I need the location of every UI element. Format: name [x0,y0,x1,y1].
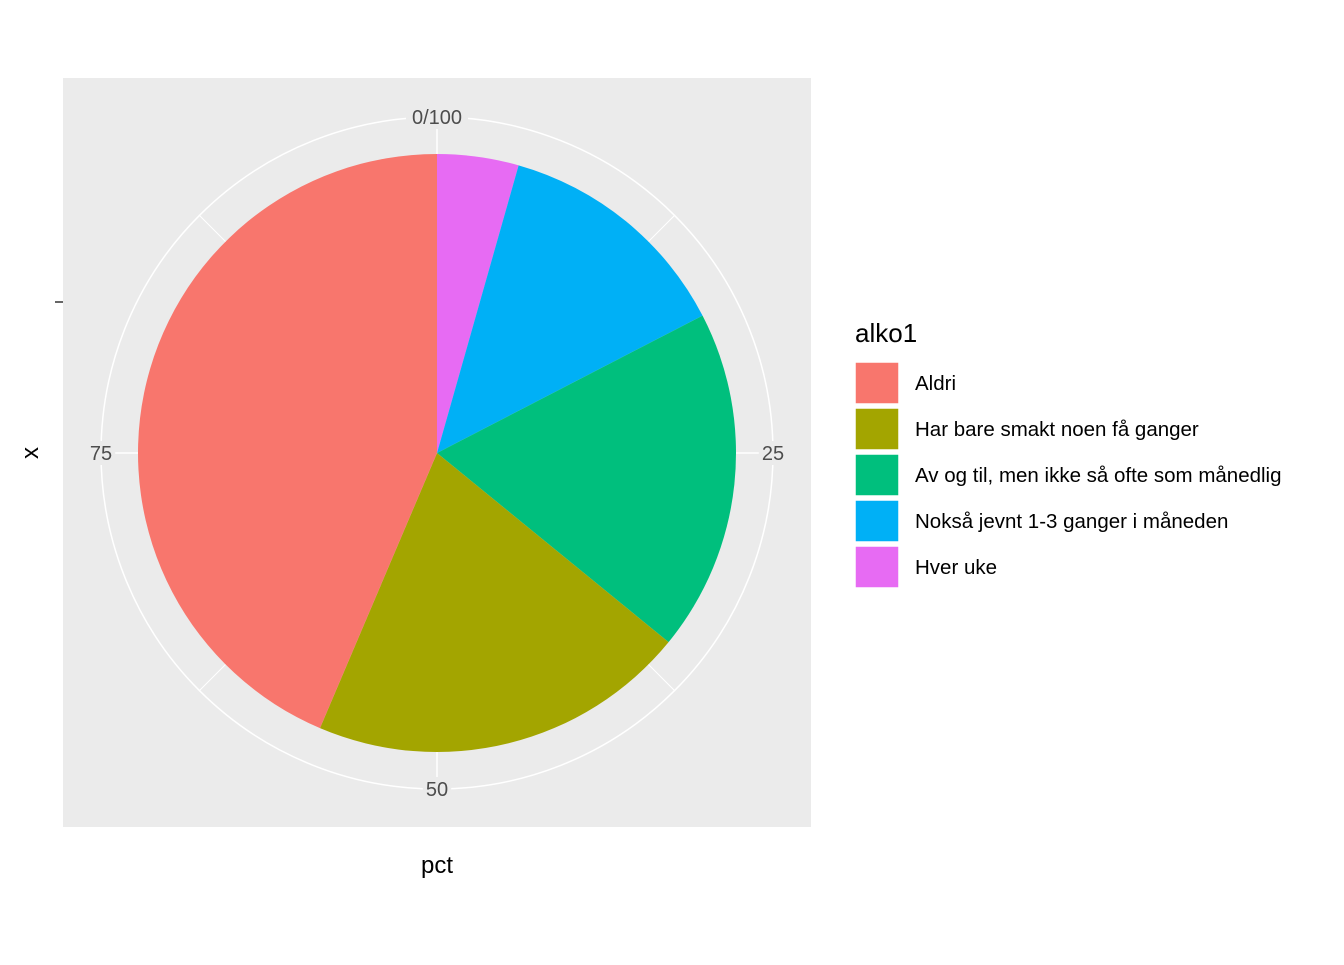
legend-key [854,407,900,451]
legend-label: Hver uke [915,556,997,579]
slice-har-bare-smakt-noen-f-ganger [319,453,669,752]
tick-label-bg [406,105,468,129]
legend-label: Har bare smakt noen få ganger [915,418,1199,441]
legend: alko1 Aldri Har bare smakt noen få ganger… [854,318,1282,589]
slice-aldri [137,154,438,729]
theta-tick-label: 25 [762,443,784,465]
slice-av-og-til-men-ikke-s-ofte-som-m-nedlig [437,315,736,643]
legend-key [854,545,900,589]
legend-label: Aldri [915,372,956,395]
tick-label-bg [422,777,452,801]
slice-noks-jevnt-1-3-ganger-i-m-neden [437,165,703,453]
tick-label-bg [86,441,116,465]
legend-key [854,361,900,405]
theta-tick-label: 50 [426,779,448,801]
pie-slices [137,154,736,752]
legend-title: alko1 [855,318,917,348]
theta-tick-label: 0/100 [412,107,462,129]
x-axis-title: pct [421,852,453,879]
legend-key [854,499,900,543]
theta-ticks: 0/100 25 50 75 [86,105,788,801]
tick-label-bg [758,441,788,465]
slice-hver-uke [437,154,519,453]
legend-key [854,453,900,497]
y-axis-title: x [17,447,44,459]
legend-label: Av og til, men ikke så ofte som månedlig [915,464,1282,487]
legend-label: Nokså jevnt 1-3 ganger i måneden [915,510,1228,533]
theta-tick-label: 75 [90,443,112,465]
